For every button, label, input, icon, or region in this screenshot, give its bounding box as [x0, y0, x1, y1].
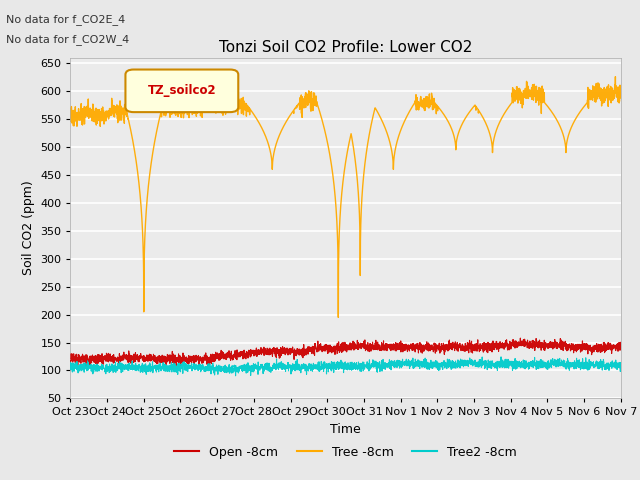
- Text: No data for f_CO2W_4: No data for f_CO2W_4: [6, 34, 130, 45]
- Y-axis label: Soil CO2 (ppm): Soil CO2 (ppm): [22, 180, 35, 276]
- Text: No data for f_CO2E_4: No data for f_CO2E_4: [6, 14, 125, 25]
- X-axis label: Time: Time: [330, 423, 361, 436]
- Legend: Open -8cm, Tree -8cm, Tree2 -8cm: Open -8cm, Tree -8cm, Tree2 -8cm: [169, 441, 522, 464]
- Title: Tonzi Soil CO2 Profile: Lower CO2: Tonzi Soil CO2 Profile: Lower CO2: [219, 40, 472, 55]
- Text: TZ_soilco2: TZ_soilco2: [148, 84, 216, 97]
- FancyBboxPatch shape: [125, 70, 238, 112]
